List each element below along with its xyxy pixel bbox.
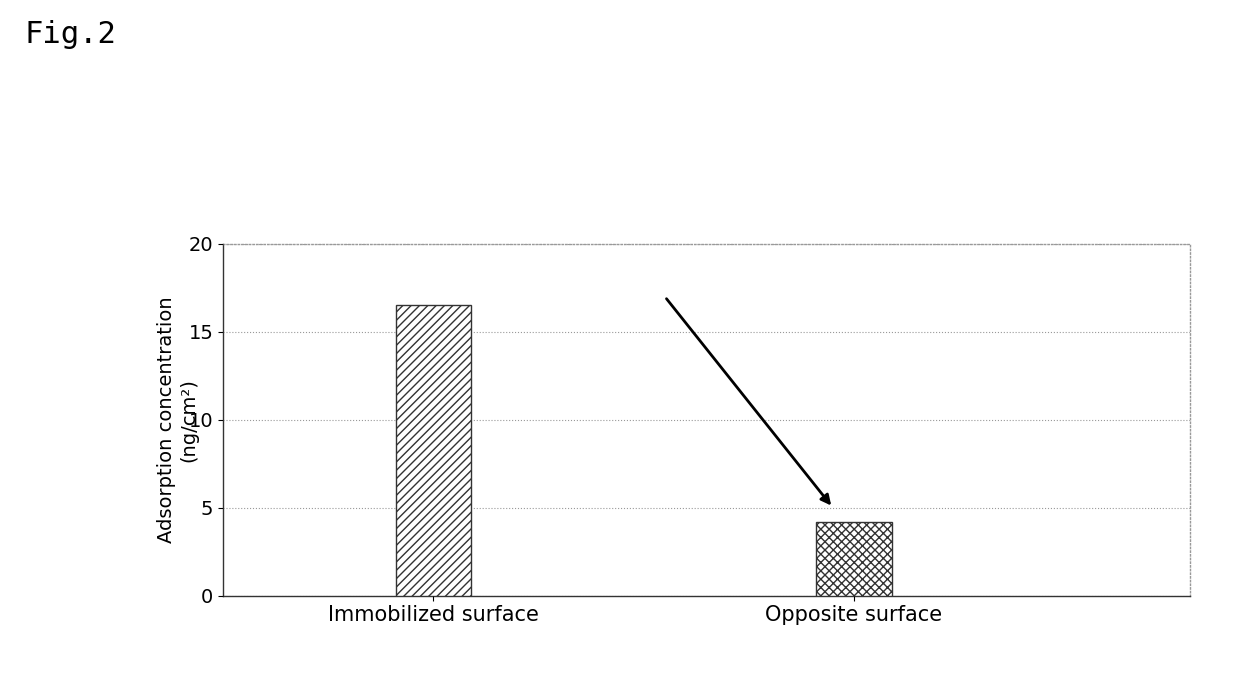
Bar [816,522,892,596]
Y-axis label: Adsorption concentration
(ng/cm²): Adsorption concentration (ng/cm²) [157,297,198,543]
Text: Fig.2: Fig.2 [25,20,117,49]
Bar [396,305,471,596]
